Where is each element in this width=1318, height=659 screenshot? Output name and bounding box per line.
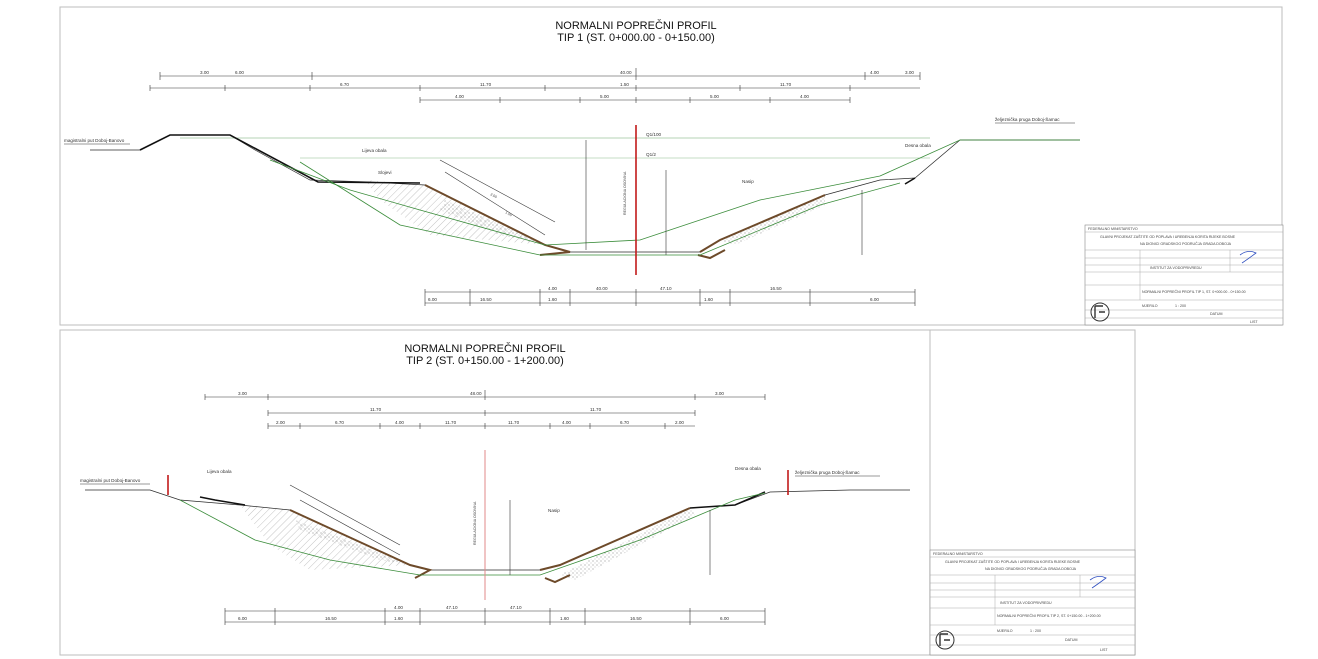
dim-mid-1: 6.70	[340, 82, 349, 87]
stamp-1-project: GLAVNI PROJEKAT ZAŠTITE OD POPLAVA I URE…	[1100, 234, 1236, 239]
stamp-2-drawing: NORMALNI POPREČNI PROFIL TIP 2, ST. 0+15…	[997, 613, 1101, 618]
sheet-1-dimension-top: 3.00 6.00 40.00 4.00 3.00 6.70 11.70 1.5…	[149, 68, 921, 103]
sheet-1-right-rail-label: željeznička pruga Doboj-Šamac	[995, 116, 1060, 122]
stamp-2-company: INSTITUT ZA VODOPRIVREDU	[1000, 601, 1052, 605]
sheet-2-dimension-top: 3.00 48.00 3.00 11.70 11.70 2.00 6.70 4.…	[204, 390, 766, 429]
dim2-low-8: 2.00	[675, 420, 684, 425]
dim-mid-2: 11.70	[480, 82, 492, 87]
dim2-low-6: 4.00	[562, 420, 571, 425]
stamp-1-scale-label: MJERILO	[1142, 304, 1158, 308]
stamp-2-subtitle: NA DIONICI GRADSKOG PODRUČJA GRADA DOBOJ…	[985, 566, 1077, 571]
sheet-1-water-low: Q1/2	[646, 152, 656, 157]
stamp-2-project: GLAVNI PROJEKAT ZAŠTITE OD POPLAVA I URE…	[945, 559, 1081, 564]
dim-bottom-7: 1.60	[704, 297, 713, 302]
dim2-low-3: 4.00	[395, 420, 404, 425]
dim2-bottom-2: 16.50	[325, 616, 337, 621]
sheet-1-right-bank: Desna obala	[905, 143, 931, 148]
dim-bottom-2: 16.50	[480, 297, 492, 302]
sheet-1-embankment-label: Nasip	[742, 179, 754, 184]
sheet-1-left-road-label: magistralni put Doboj-Banovo	[64, 138, 125, 143]
dim-bottom-9: 6.00	[870, 297, 879, 302]
sheet-1-cross-section: 3.00 1.50 Slojevi Nasip	[90, 134, 1080, 260]
dim2-low-4: 11.70	[445, 420, 457, 425]
sheet-1: NORMALNI POPREČNI PROFIL TIP 1 (ST. 0+00…	[59, 6, 1284, 326]
sheet-2-subtitle: TIP 2 (ST. 0+150.00 - 1+200.00)	[406, 355, 564, 367]
stamp-1-scale-value: 1 : 200	[1175, 304, 1186, 308]
dim-bottom-4: 1.60	[548, 297, 557, 302]
stamp-1-date-label: DATUM	[1210, 312, 1223, 316]
dim2-top-3: 3.00	[715, 391, 724, 396]
dim2-bottom-8: 16.50	[630, 616, 642, 621]
dim2-bottom-7: 1.60	[560, 616, 569, 621]
dim2-low-1: 2.00	[276, 420, 285, 425]
dim-top-3: 40.00	[620, 70, 632, 75]
sheet-1-left-bank: Lijeva obala	[362, 148, 387, 153]
sheet-1-title: NORMALNI POPREČNI PROFIL	[555, 19, 716, 32]
dim-low-4: 4.00	[800, 94, 809, 99]
sheet-2-left-road-label: magistralni put Doboj-Banovo	[80, 478, 141, 483]
sheet-1-water-high: Q1/100	[646, 132, 662, 137]
dim2-bottom-1: 6.00	[238, 616, 247, 621]
stamp-2-investor: FEDERALNO MINISTARSTVO	[933, 552, 983, 556]
stamp-1-logo-icon	[1090, 302, 1110, 322]
dim2-low-7: 6.70	[620, 420, 629, 425]
stamp-1-investor: FEDERALNO MINISTARSTVO	[1088, 227, 1138, 231]
sheet-1-layers-label: Slojevi	[378, 170, 392, 175]
stamp-2-date-label: DATUM	[1065, 638, 1078, 642]
sheet-2-right-rail-label: željeznička pruga Doboj-Šamac	[795, 469, 860, 475]
stamp-2-scale-value: 1 : 200	[1030, 629, 1041, 633]
dim-bottom-3: 4.00	[548, 286, 557, 291]
sheet-2-embankment-label: Nasip	[548, 508, 560, 513]
dim2-bottom-4: 1.60	[394, 616, 403, 621]
dim-low-2: 5.00	[600, 94, 609, 99]
dim2-bottom-3: 4.00	[394, 605, 403, 610]
stamp-1-company: INSTITUT ZA VODOPRIVREDU	[1150, 266, 1202, 270]
dim-bottom-6: 47.10	[660, 286, 672, 291]
stamp-2-scale-label: MJERILO	[997, 629, 1013, 633]
stamp-1-signature-icon	[1239, 251, 1257, 264]
slope-dim-1: 3.00	[490, 192, 498, 199]
dim2-mid-2: 11.70	[590, 407, 602, 412]
stamp-2: FEDERALNO MINISTARSTVO GLAVNI PROJEKAT Z…	[929, 549, 1136, 656]
dim-bottom-1: 6.00	[428, 297, 437, 302]
dim-bottom-5: 40.00	[596, 286, 608, 291]
dim2-low-5: 11.70	[508, 420, 520, 425]
dim2-bottom-6: 47.10	[510, 605, 522, 610]
dim-top-5: 3.00	[905, 70, 914, 75]
dim2-low-2: 6.70	[335, 420, 344, 425]
dim2-top-1: 3.00	[238, 391, 247, 396]
sheet-2: NORMALNI POPREČNI PROFIL TIP 2 (ST. 0+15…	[59, 329, 1136, 656]
stamp-1-drawing: NORMALNI POPREČNI PROFIL TIP 1, ST. 0+00…	[1142, 289, 1246, 294]
stamp-2-sheet-label: LIST	[1100, 648, 1108, 652]
dim2-mid-1: 11.70	[370, 407, 382, 412]
stamp-1: FEDERALNO MINISTARSTVO GLAVNI PROJEKAT Z…	[1084, 224, 1284, 326]
sheet-2-axis-label: REGULACIONA OSOVINA	[473, 501, 477, 545]
dim-top-2: 6.00	[235, 70, 244, 75]
stamp-1-sheet-label: LIST	[1250, 320, 1258, 324]
stamp-2-signature-icon	[1089, 576, 1107, 589]
dim2-bottom-5: 47.10	[446, 605, 458, 610]
stamp-1-subtitle: NA DIONICI GRADSKOG PODRUČJA GRADA DOBOJ…	[1140, 241, 1232, 246]
dim-top-1: 3.00	[200, 70, 209, 75]
dim-low-3: 5.00	[710, 94, 719, 99]
stamp-2-logo-icon	[935, 630, 955, 650]
sheet-2-right-bank: Desna obala	[735, 466, 761, 471]
dim-mid-4: 11.70	[780, 82, 792, 87]
sheet-1-dimension-bottom: 6.00 16.50 4.00 1.60 40.00 47.10 1.60 16…	[424, 286, 916, 306]
sheet-2-left-bank: Lijeva obala	[207, 469, 232, 474]
sheet-1-axis-label: REGULACIONA OSOVINA	[623, 171, 627, 215]
sheet-2-dimension-bottom: 6.00 16.50 4.00 1.60 47.10 47.10 1.60 16…	[224, 605, 766, 625]
sheet-1-subtitle: TIP 1 (ST. 0+000.00 - 0+150.00)	[557, 32, 715, 44]
dim-bottom-8: 16.50	[770, 286, 782, 291]
dim2-top-2: 48.00	[470, 391, 482, 396]
sheet-2-title: NORMALNI POPREČNI PROFIL	[404, 342, 565, 355]
slope-dim-2: 1.50	[505, 210, 513, 217]
sheet-2-border	[59, 329, 1136, 656]
dim2-bottom-9: 6.00	[720, 616, 729, 621]
dim-low-1: 4.00	[455, 94, 464, 99]
dim-top-4: 4.00	[870, 70, 879, 75]
sheet-2-cross-section: Nasip	[85, 484, 910, 584]
dim-mid-3: 1.50	[620, 82, 629, 87]
